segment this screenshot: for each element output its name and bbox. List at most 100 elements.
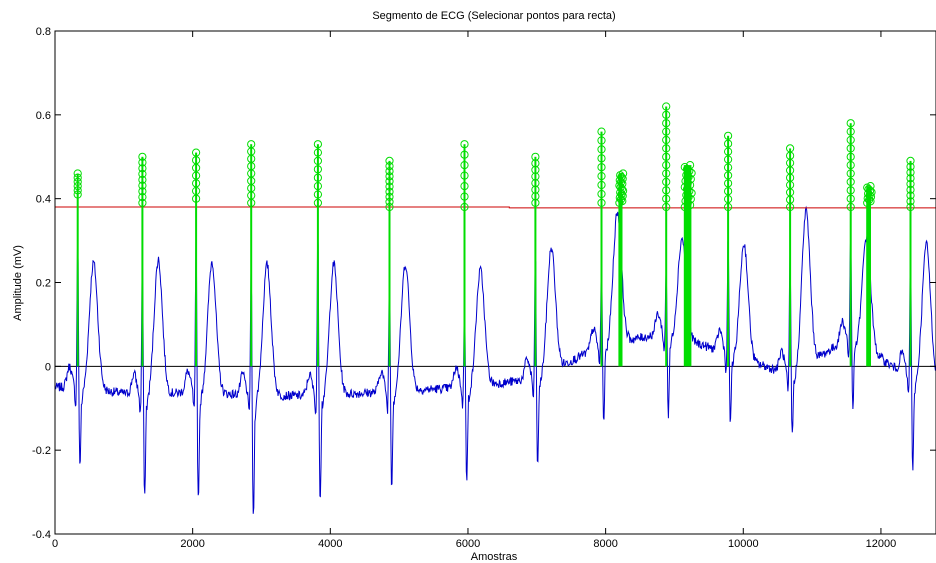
selected-point-marker xyxy=(531,198,540,207)
selected-point-marker xyxy=(531,159,540,168)
selected-point-marker xyxy=(138,175,147,184)
y-tick-label: 0.6 xyxy=(36,110,51,122)
selected-point-marker xyxy=(685,167,694,176)
selected-point-marker xyxy=(662,144,671,153)
chart-title: Segmento de ECG (Selecionar pontos para … xyxy=(372,10,615,22)
selected-point-marker xyxy=(313,156,322,165)
y-axis-label: Amplitude (mV) xyxy=(12,245,24,321)
selected-stem xyxy=(727,135,730,367)
selected-point-marker xyxy=(724,139,733,148)
selected-point-marker xyxy=(662,102,671,111)
selected-point-marker xyxy=(385,187,394,196)
selected-point-marker xyxy=(385,202,394,212)
x-tick-label: 8000 xyxy=(593,538,617,550)
selected-point-marker xyxy=(724,195,733,204)
selected-stem xyxy=(866,186,871,367)
selected-stem xyxy=(76,173,79,367)
selected-point-marker xyxy=(680,163,689,172)
x-tick-label: 10000 xyxy=(728,538,759,550)
selected-point-marker xyxy=(846,202,855,212)
selected-point-marker xyxy=(724,187,733,196)
selected-point-marker xyxy=(597,163,606,172)
selected-point-marker xyxy=(192,171,201,180)
selected-point-marker xyxy=(906,185,915,194)
selected-point-marker xyxy=(597,189,606,199)
selected-point-marker xyxy=(686,181,695,190)
selected-point-marker xyxy=(724,202,733,212)
selected-point-marker xyxy=(846,135,855,145)
selected-point-marker xyxy=(685,187,694,196)
selected-stem xyxy=(388,160,391,367)
selected-point-marker xyxy=(846,161,855,170)
selected-point-marker xyxy=(724,147,733,156)
y-tick-label: -0.2 xyxy=(32,445,51,457)
selected-point-marker xyxy=(531,179,540,188)
tick-layer: 0 2000 4000 6000 8000 10000 12000 -0.4 -0.2 0 0.2 0… xyxy=(32,26,936,550)
selected-point-marker xyxy=(73,169,82,178)
x-tick-label: 4000 xyxy=(318,538,342,550)
x-tick-label: 2000 xyxy=(180,538,204,550)
selected-point-marker xyxy=(460,140,469,149)
selected-point-marker xyxy=(531,165,540,174)
selected-point-marker xyxy=(662,119,671,128)
selected-point-marker xyxy=(597,145,606,154)
selected-point-marker xyxy=(906,179,915,189)
y-tick-label: -0.4 xyxy=(32,529,51,541)
selected-point-marker xyxy=(385,167,394,176)
selected-point-marker xyxy=(662,152,671,161)
selected-point-marker xyxy=(73,182,82,191)
selected-point-marker xyxy=(385,182,394,191)
selected-point-marker xyxy=(138,158,147,167)
selected-point-marker xyxy=(906,191,915,200)
selected-point-marker xyxy=(597,136,606,145)
selected-point-marker xyxy=(686,201,695,210)
data-layer xyxy=(54,102,936,514)
selected-point-marker xyxy=(531,172,540,181)
selected-point-marker xyxy=(906,202,915,212)
y-tick-label: 0.8 xyxy=(36,26,51,38)
selected-point-marker xyxy=(866,182,875,191)
selected-stem xyxy=(683,165,692,367)
selected-point-marker xyxy=(662,186,671,195)
selected-point-marker xyxy=(724,163,733,172)
selected-point-marker xyxy=(662,169,671,178)
selected-point-marker xyxy=(138,152,147,161)
selected-point-marker xyxy=(138,193,147,202)
selected-point-marker xyxy=(662,135,671,145)
selected-point-marker xyxy=(192,148,201,157)
selected-point-marker xyxy=(687,169,696,178)
selected-point-marker xyxy=(597,154,606,163)
selected-stem xyxy=(600,131,603,367)
selected-point-marker xyxy=(73,173,82,182)
selected-point-marker xyxy=(313,182,322,191)
selected-stem xyxy=(463,144,466,367)
selected-point-marker xyxy=(138,181,147,190)
selected-point-marker xyxy=(313,165,322,174)
selected-point-marker xyxy=(385,172,394,181)
selected-point-marker xyxy=(138,164,147,173)
selected-point-marker xyxy=(385,192,394,201)
selected-point-marker xyxy=(385,162,394,171)
selected-point-marker xyxy=(531,152,540,161)
selected-point-marker xyxy=(313,173,322,182)
selected-point-marker xyxy=(531,185,540,194)
selected-point-marker xyxy=(906,197,915,206)
selected-point-marker xyxy=(313,198,322,207)
x-axis-label: Amostras xyxy=(471,551,518,563)
selected-stem xyxy=(141,156,144,367)
selected-point-marker xyxy=(846,127,855,136)
selected-point-marker xyxy=(846,169,855,178)
selected-point-marker xyxy=(460,150,469,159)
selected-point-marker xyxy=(662,127,671,136)
selected-point-marker xyxy=(313,140,322,149)
selected-stem xyxy=(534,156,537,367)
selected-point-marker xyxy=(846,152,855,161)
y-tick-label: 0 xyxy=(45,361,51,373)
y-tick-label: 0.4 xyxy=(36,194,51,206)
selected-point-marker xyxy=(686,195,695,204)
selected-point-marker xyxy=(460,202,469,212)
threshold-line xyxy=(55,206,936,209)
x-tick-label: 12000 xyxy=(866,538,897,550)
selected-point-marker xyxy=(247,140,256,149)
